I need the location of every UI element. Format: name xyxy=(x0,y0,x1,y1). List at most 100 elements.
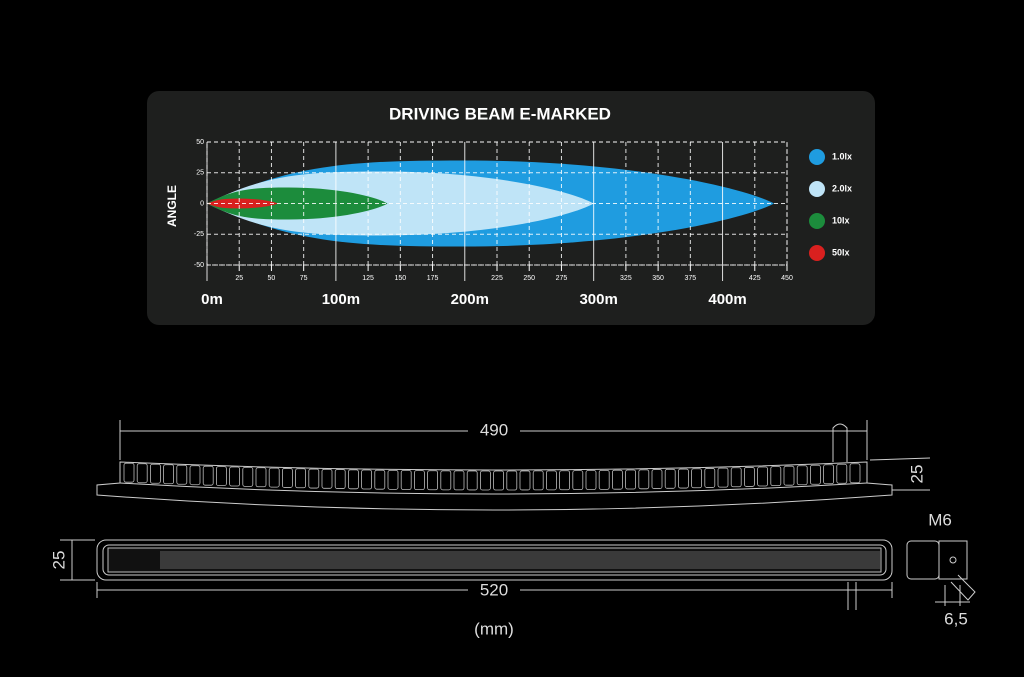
fin xyxy=(334,469,346,489)
bracket-side xyxy=(938,540,968,580)
fin xyxy=(189,465,201,486)
fin xyxy=(149,463,161,484)
fin xyxy=(361,469,373,490)
dim-label: 490 xyxy=(480,420,508,439)
fin xyxy=(242,466,254,487)
y-tick-label: -50 xyxy=(194,262,204,269)
dim-label: 25 xyxy=(49,551,68,570)
fin xyxy=(136,463,148,484)
unit-label: (mm) xyxy=(474,619,514,638)
fin xyxy=(664,468,676,489)
distance-label: 100m xyxy=(322,291,360,308)
fin xyxy=(400,470,412,490)
bolt xyxy=(949,556,957,564)
legend-swatch xyxy=(809,149,825,165)
dim-label: 520 xyxy=(480,580,508,599)
fin xyxy=(598,469,610,490)
distance-label: 400m xyxy=(708,291,746,308)
fin xyxy=(836,463,848,484)
fin xyxy=(757,466,768,487)
fin xyxy=(202,465,214,486)
fin xyxy=(823,464,834,485)
fin xyxy=(493,470,505,491)
fin xyxy=(347,469,359,490)
fin xyxy=(796,465,808,486)
x-tick-label: 450 xyxy=(781,275,793,282)
legend-label: 1.0lx xyxy=(832,151,852,161)
bar-lens xyxy=(102,544,887,576)
fin xyxy=(625,469,636,490)
fin xyxy=(176,464,188,485)
fin xyxy=(374,469,386,490)
x-tick-label: 350 xyxy=(652,275,664,282)
led-strip xyxy=(160,551,880,569)
x-tick-label: 325 xyxy=(620,275,632,282)
fin xyxy=(744,467,755,487)
fin xyxy=(123,462,135,483)
ext-line xyxy=(869,457,931,461)
plot-frame xyxy=(206,141,788,266)
fin xyxy=(506,470,518,491)
fin xyxy=(519,470,531,491)
fin xyxy=(427,470,439,491)
distance-label: 300m xyxy=(579,291,617,308)
fin xyxy=(783,465,795,486)
x-tick-label: 275 xyxy=(556,275,568,282)
bracket xyxy=(832,423,848,462)
side-view: M6 6,5 xyxy=(906,510,976,628)
beam-area xyxy=(207,187,388,220)
x-tick-label: 25 xyxy=(235,275,243,282)
distance-label: 0m xyxy=(201,291,223,308)
fin xyxy=(651,469,663,489)
bar-edge xyxy=(119,482,868,495)
fin xyxy=(268,467,280,488)
y-tick-label: 50 xyxy=(196,139,204,146)
fin xyxy=(255,467,267,488)
fin xyxy=(466,470,478,491)
fin xyxy=(730,467,742,488)
fin xyxy=(572,470,584,491)
x-tick-label: 375 xyxy=(684,275,696,282)
fin xyxy=(585,470,597,490)
fin xyxy=(546,470,557,491)
fin xyxy=(321,468,333,489)
top-view: 490 25 xyxy=(96,420,931,511)
fin xyxy=(440,470,452,491)
fin xyxy=(559,470,570,491)
y-tick-label: -25 xyxy=(194,231,204,238)
chart-title: DRIVING BEAM E-MARKED xyxy=(389,104,611,123)
distance-label: 200m xyxy=(451,291,489,308)
x-tick-label: 425 xyxy=(749,275,761,282)
x-tick-label: 50 xyxy=(268,275,276,282)
fin xyxy=(453,470,465,491)
y-tick-label: 25 xyxy=(196,170,204,177)
legend-swatch xyxy=(809,245,825,261)
fin xyxy=(163,464,175,485)
front-view: 25 520 (mm) xyxy=(49,539,893,638)
bar-front xyxy=(96,539,893,581)
fin xyxy=(691,468,702,489)
x-tick-label: 175 xyxy=(427,275,439,282)
dim-label: 6,5 xyxy=(944,609,968,628)
y-axis-label: ANGLE xyxy=(165,185,179,227)
fin xyxy=(717,467,729,488)
fin xyxy=(849,463,861,484)
legend-swatch xyxy=(809,213,825,229)
bar-outline xyxy=(96,461,893,511)
thread-label: M6 xyxy=(928,510,952,529)
y-tick-label: 0 xyxy=(200,200,204,207)
legend-label: 50lx xyxy=(832,247,850,257)
fin xyxy=(704,468,716,488)
x-tick-label: 75 xyxy=(300,275,308,282)
x-tick-label: 225 xyxy=(491,275,503,282)
fin xyxy=(215,466,227,486)
fin xyxy=(308,468,320,489)
fin xyxy=(810,464,821,485)
fin xyxy=(295,468,307,489)
fin xyxy=(281,468,293,488)
fin xyxy=(479,470,491,491)
fins xyxy=(123,462,861,491)
fin xyxy=(612,469,623,490)
